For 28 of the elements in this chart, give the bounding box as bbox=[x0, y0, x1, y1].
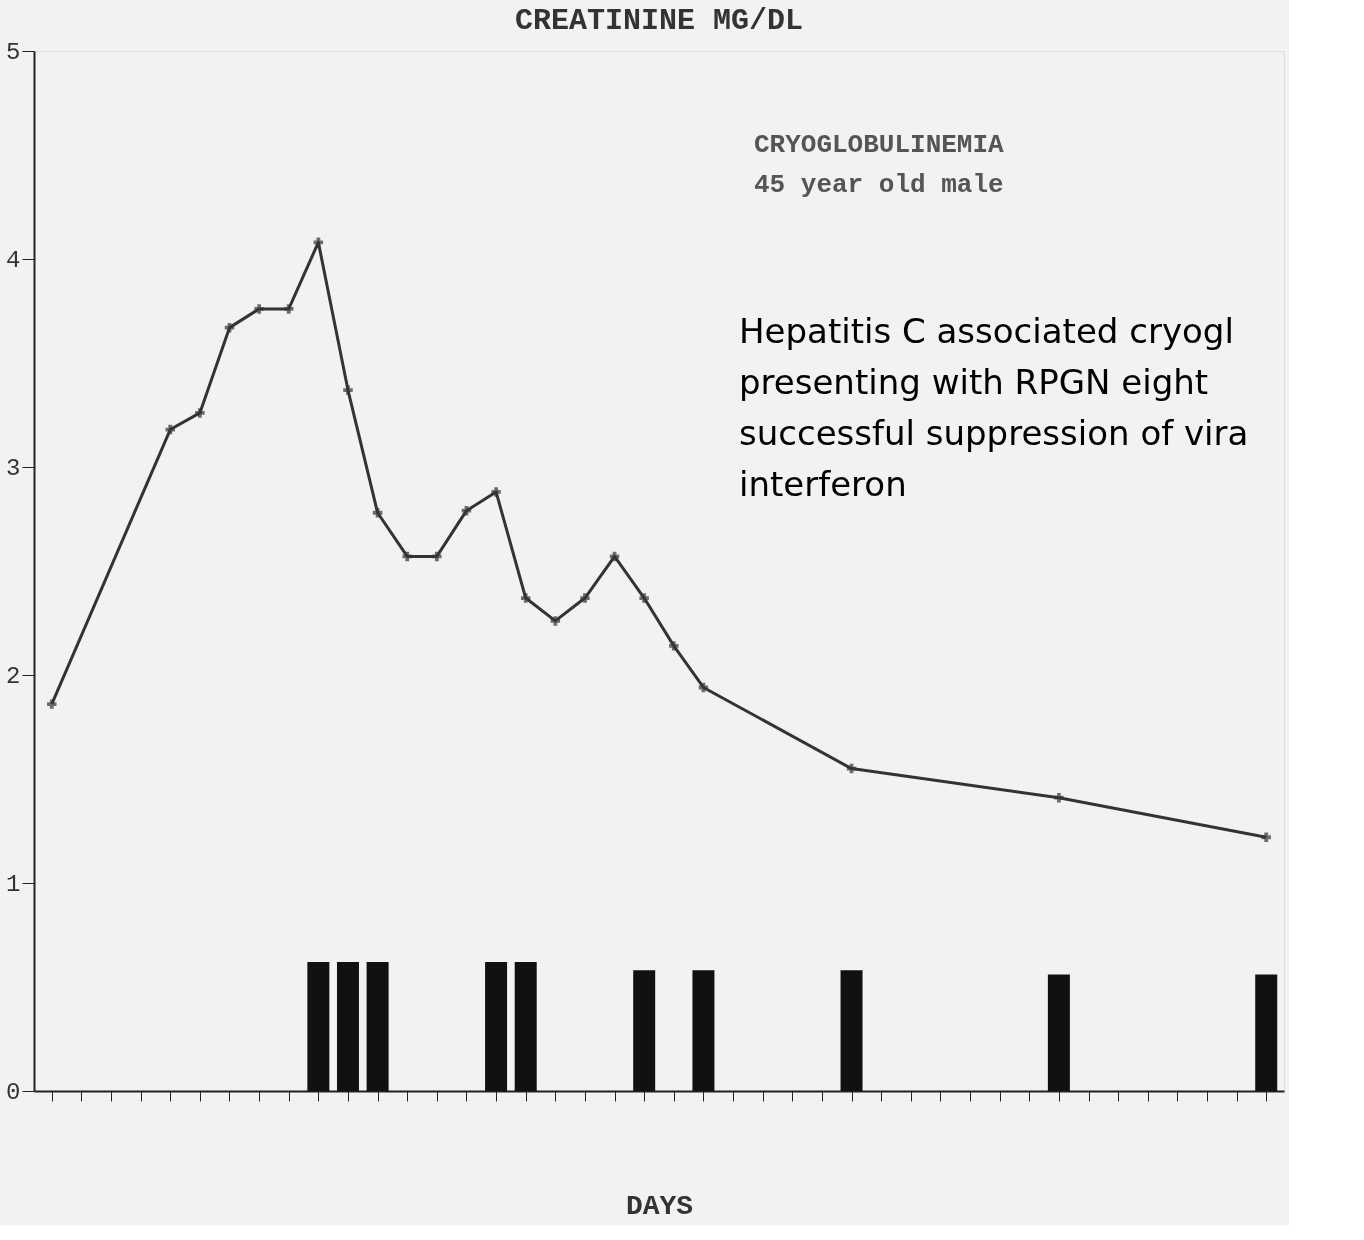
y-tick-label: 5 bbox=[6, 38, 21, 66]
x-axis-title: DAYS bbox=[625, 1191, 694, 1222]
point bbox=[372, 508, 383, 518]
annotation: CRYOGLOBULINEMIA bbox=[754, 130, 1005, 160]
point bbox=[402, 551, 412, 562]
point bbox=[669, 641, 679, 651]
point bbox=[639, 593, 649, 603]
y-tick-label: 2 bbox=[6, 662, 21, 690]
y-tick-label: 3 bbox=[6, 454, 21, 482]
annotation: Hepatitis C associated cryogl presenting with RPGN eight successful suppression of vira interferon bbox=[739, 311, 1249, 504]
point bbox=[254, 304, 264, 314]
annotation: 45 year old male bbox=[754, 170, 1004, 200]
chart-title: CREATININE MG/DL bbox=[514, 4, 804, 38]
y-tick-label: 1 bbox=[6, 870, 21, 898]
y-tick-label: 0 bbox=[6, 1078, 21, 1106]
point bbox=[432, 551, 442, 562]
point bbox=[1261, 832, 1271, 842]
point bbox=[1054, 792, 1064, 803]
point bbox=[313, 237, 324, 248]
point bbox=[580, 593, 590, 603]
point bbox=[195, 408, 205, 418]
point bbox=[47, 699, 57, 709]
point bbox=[520, 593, 531, 603]
point bbox=[491, 487, 501, 497]
point bbox=[284, 304, 294, 314]
y-tick-label: 4 bbox=[6, 246, 21, 274]
point bbox=[343, 385, 353, 395]
point bbox=[550, 616, 561, 626]
